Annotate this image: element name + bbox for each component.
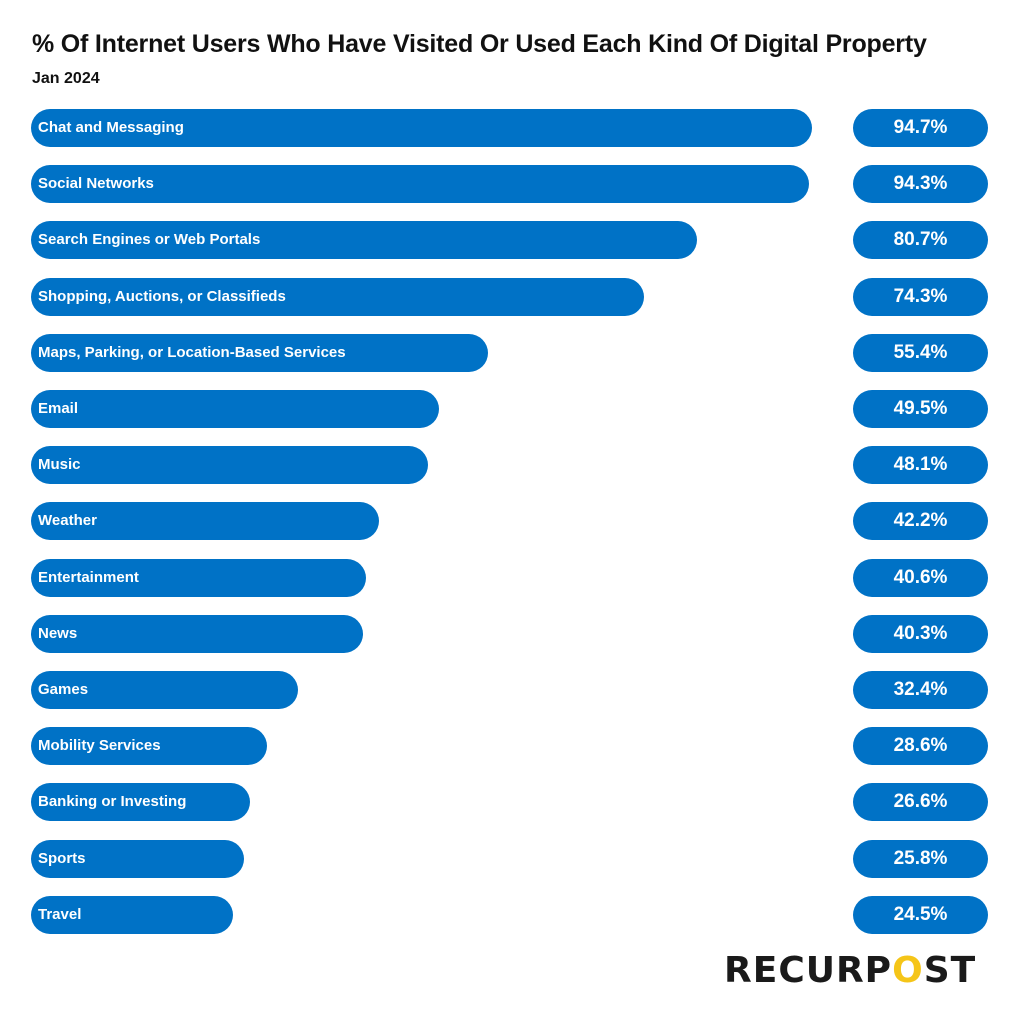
bar-label: Travel: [38, 905, 82, 923]
bar-11: Mobility Services: [31, 727, 267, 766]
bar-13: Sports: [31, 839, 244, 878]
bar-14: Travel: [31, 895, 234, 934]
value-label-6: 48.1%: [853, 446, 988, 485]
bar-2: Search Engines or Web Portals: [31, 221, 697, 260]
value-label-5: 49.5%: [853, 390, 988, 428]
bar-label: Weather: [38, 512, 97, 530]
bar-label: Maps, Parking, or Location-Based Service…: [38, 343, 346, 361]
value-label-10: 32.4%: [853, 671, 988, 709]
value-label-0: 94.7%: [853, 109, 988, 147]
bar-label: Mobility Services: [38, 737, 161, 755]
value-label-8: 40.6%: [853, 558, 988, 597]
value-label-13: 25.8%: [853, 839, 988, 878]
value-label-12: 26.6%: [853, 783, 988, 822]
bar-12: Banking or Investing: [31, 783, 251, 822]
bar-label: Chat and Messaging: [38, 119, 184, 136]
bar-label: Search Engines or Web Portals: [38, 231, 261, 249]
value-label-7: 42.2%: [853, 502, 988, 541]
bar-label: Shopping, Auctions, or Classifieds: [38, 287, 286, 305]
bar-label: Games: [38, 681, 89, 698]
bar-label: Banking or Investing: [38, 793, 187, 811]
value-label-2: 80.7%: [853, 221, 988, 260]
value-label-3: 74.3%: [853, 277, 988, 316]
value-label-11: 28.6%: [853, 727, 988, 766]
bar-label: Sports: [38, 849, 86, 867]
bar-5: Email: [31, 390, 440, 428]
bar-label: News: [38, 624, 78, 642]
bar-6: Music: [31, 446, 428, 485]
bar-0: Chat and Messaging: [31, 109, 813, 147]
bar-label: Email: [38, 400, 79, 417]
chart-title: % Of Internet Users Who Have Visited Or …: [32, 30, 927, 58]
bar-1: Social Networks: [31, 165, 809, 204]
value-label-4: 55.4%: [853, 333, 988, 372]
bar-label: Social Networks: [38, 175, 154, 193]
bar-3: Shopping, Auctions, or Classifieds: [31, 277, 644, 316]
bar-7: Weather: [31, 502, 380, 541]
chart-subtitle: Jan 2024: [32, 70, 100, 87]
value-label-14: 24.5%: [853, 895, 988, 934]
bar-label: Music: [38, 456, 81, 474]
bar-8: Entertainment: [31, 558, 366, 597]
value-label-1: 94.3%: [853, 165, 988, 204]
recurpost-logo: RECURPOST: [724, 950, 977, 991]
bar-label: Entertainment: [38, 568, 139, 586]
bar-9: News: [31, 614, 364, 653]
value-label-9: 40.3%: [853, 614, 988, 653]
bar-4: Maps, Parking, or Location-Based Service…: [31, 333, 489, 372]
bar-10: Games: [31, 671, 299, 709]
